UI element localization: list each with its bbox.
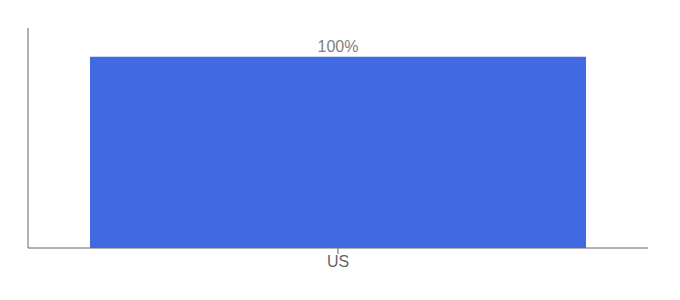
svg-text:US: US xyxy=(327,253,349,270)
svg-text:100%: 100% xyxy=(318,38,359,55)
